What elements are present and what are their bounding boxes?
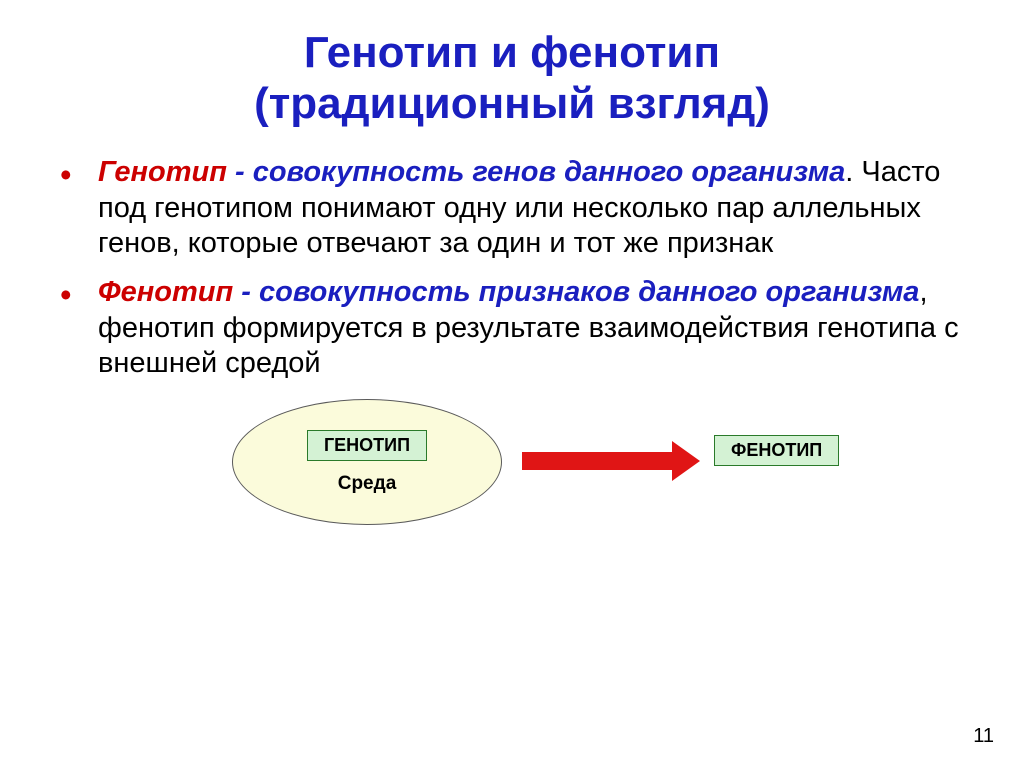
page-number: 11 — [973, 725, 994, 748]
arrow — [522, 441, 700, 481]
phenotype-box: ФЕНОТИП — [714, 435, 839, 466]
environment-ellipse: ГЕНОТИП Среда — [232, 399, 502, 525]
title-line1: Генотип и фенотип — [304, 28, 720, 77]
slide: Генотип и фенотип (традиционный взгляд) … — [0, 0, 1024, 768]
slide-title: Генотип и фенотип (традиционный взгляд) — [50, 28, 974, 129]
bullet-item: Генотип - совокупность генов данного орг… — [98, 155, 974, 261]
arrow-shaft — [522, 452, 672, 470]
bullet-item: Фенотип - совокупность признаков данного… — [98, 275, 974, 381]
bullet-list: Генотип - совокупность генов данного орг… — [50, 155, 974, 381]
title-line2: (традиционный взгляд) — [254, 79, 770, 128]
lead-phenotype: - совокупность признаков данного организ… — [233, 276, 919, 308]
diagram: ГЕНОТИП Среда ФЕНОТИП — [152, 399, 872, 529]
genotype-box: ГЕНОТИП — [307, 430, 427, 461]
lead-genotype: - совокупность генов данного организма — [227, 156, 845, 188]
environment-label: Среда — [338, 473, 397, 495]
arrow-head-icon — [672, 441, 700, 481]
term-genotype: Генотип — [98, 156, 227, 188]
term-phenotype: Фенотип — [98, 276, 233, 308]
